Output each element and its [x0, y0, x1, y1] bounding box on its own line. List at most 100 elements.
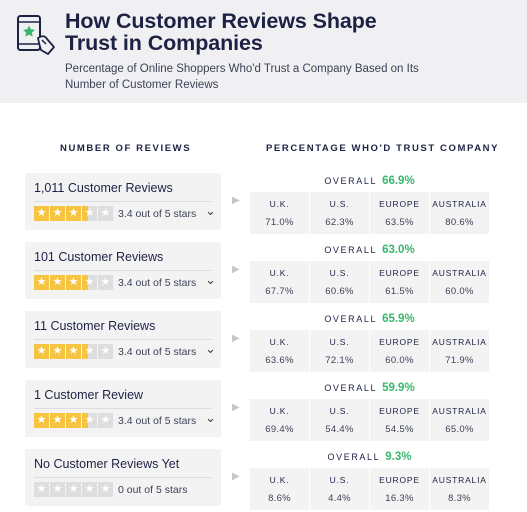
overall-label: OVERALL [324, 382, 378, 393]
country-name: EUROPE [379, 198, 420, 209]
rating-text: 0 out of 5 stars [118, 484, 188, 496]
country-name: U.S. [329, 198, 350, 209]
overall-label: OVERALL [324, 175, 378, 186]
star-icon: ★ [82, 206, 97, 221]
arrow-right-icon: ▶ [232, 471, 240, 482]
country-percentage: 61.5% [385, 285, 414, 297]
country-name: U.S. [329, 405, 350, 416]
chevron-down-icon[interactable]: ⌄ [205, 341, 216, 356]
star-icon: ★ [66, 482, 81, 497]
country-percentage: 54.4% [325, 423, 354, 435]
overall-row: OVERALL 65.9% [250, 310, 489, 326]
star-icon: ★ [50, 413, 65, 428]
star-icon: ★ [34, 413, 49, 428]
country-percentage: 71.0% [265, 216, 294, 228]
star-icon: ★ [82, 275, 97, 290]
overall-row: OVERALL 63.0% [250, 241, 489, 257]
star-rating: ★ ★ ★ ★ ★ [34, 344, 113, 359]
header-banner: How Customer Reviews Shape Trust in Comp… [0, 0, 527, 103]
country-cell: U.S. 72.1% [310, 330, 370, 372]
star-icon: ★ [82, 344, 97, 359]
star-icon: ★ [50, 482, 65, 497]
country-percentage: 63.5% [385, 216, 414, 228]
star-icon: ★ [98, 482, 113, 497]
chevron-down-icon[interactable]: ⌄ [205, 272, 216, 287]
subtitle-line-2: Number of Customer Reviews [65, 79, 219, 91]
country-name: U.K. [269, 267, 290, 278]
review-card: No Customer Reviews Yet ★ ★ ★ ★ ★ 0 out of 5 s… [25, 449, 221, 506]
country-name: U.K. [269, 405, 290, 416]
country-name: AUSTRALIA [432, 267, 487, 278]
country-cell: EUROPE 54.5% [370, 399, 430, 441]
overall-label: OVERALL [324, 244, 378, 255]
star-icon: ★ [98, 413, 113, 428]
country-percentage: 69.4% [265, 423, 294, 435]
arrow-right-icon: ▶ [232, 195, 240, 206]
country-grid: U.K. 67.7% U.S. 60.6% EUROPE 61.5% AUSTRALIA 60… [250, 261, 489, 303]
review-count-label: 1,011 Customer Reviews [34, 181, 173, 195]
rating-text: 3.4 out of 5 stars [118, 415, 197, 427]
star-icon: ★ [82, 413, 97, 428]
country-percentage: 62.3% [325, 216, 354, 228]
overall-value: 66.9% [382, 174, 415, 187]
review-count-label: No Customer Reviews Yet [34, 457, 180, 471]
country-cell: U.K. 63.6% [250, 330, 310, 372]
country-name: U.K. [269, 336, 290, 347]
overall-row: OVERALL 59.9% [250, 379, 489, 395]
country-percentage: 60.0% [385, 354, 414, 366]
review-divider [34, 408, 212, 409]
country-name: U.K. [269, 474, 290, 485]
chevron-down-icon[interactable]: ⌄ [205, 203, 216, 218]
star-icon: ★ [34, 482, 49, 497]
arrow-right-icon: ▶ [232, 333, 240, 344]
star-rating: ★ ★ ★ ★ ★ [34, 275, 113, 290]
country-name: U.S. [329, 267, 350, 278]
star-icon: ★ [50, 206, 65, 221]
subtitle-line-1: Percentage of Online Shoppers Who'd Trus… [65, 63, 419, 75]
star-icon: ★ [50, 275, 65, 290]
country-cell: U.K. 71.0% [250, 192, 310, 234]
arrow-right-icon: ▶ [232, 264, 240, 275]
country-name: U.S. [329, 336, 350, 347]
country-name: AUSTRALIA [432, 405, 487, 416]
country-grid: U.K. 71.0% U.S. 62.3% EUROPE 63.5% AUSTRALIA 80… [250, 192, 489, 234]
country-name: AUSTRALIA [432, 336, 487, 347]
country-cell: U.K. 67.7% [250, 261, 310, 303]
overall-row: OVERALL 9.3% [250, 448, 489, 464]
overall-value: 63.0% [382, 243, 415, 256]
country-percentage: 63.6% [265, 354, 294, 366]
country-cell: U.S. 60.6% [310, 261, 370, 303]
country-percentage: 72.1% [325, 354, 354, 366]
country-cell: EUROPE 16.3% [370, 468, 430, 510]
star-icon: ★ [34, 206, 49, 221]
country-percentage: 60.6% [325, 285, 354, 297]
star-icon: ★ [66, 413, 81, 428]
star-icon: ★ [34, 275, 49, 290]
review-card: 1 Customer Review ★ ★ ★ ★ ★ 3.4 out of 5 stars… [25, 380, 221, 437]
chevron-down-icon[interactable]: ⌄ [205, 410, 216, 425]
review-count-label: 101 Customer Reviews [34, 250, 164, 264]
overall-row: OVERALL 66.9% [250, 172, 489, 188]
country-name: EUROPE [379, 336, 420, 347]
country-name: EUROPE [379, 267, 420, 278]
country-percentage: 16.3% [385, 492, 414, 504]
country-percentage: 80.6% [445, 216, 474, 228]
review-divider [34, 201, 212, 202]
star-icon: ★ [34, 344, 49, 359]
country-name: U.S. [329, 474, 350, 485]
country-cell: AUSTRALIA 60.0% [430, 261, 489, 303]
star-icon: ★ [82, 482, 97, 497]
review-divider [34, 339, 212, 340]
overall-value: 65.9% [382, 312, 415, 325]
star-icon: ★ [50, 344, 65, 359]
review-count-label: 11 Customer Reviews [34, 319, 156, 333]
overall-value: 59.9% [382, 381, 415, 394]
country-percentage: 54.5% [385, 423, 414, 435]
phone-review-icon [17, 15, 55, 55]
rating-text: 3.4 out of 5 stars [118, 277, 197, 289]
country-grid: U.K. 63.6% U.S. 72.1% EUROPE 60.0% AUSTRALIA 71… [250, 330, 489, 372]
star-icon: ★ [66, 344, 81, 359]
title-line-1: How Customer Reviews Shape [65, 9, 377, 33]
review-card: 101 Customer Reviews ★ ★ ★ ★ ★ 3.4 out of 5 st… [25, 242, 221, 299]
country-cell: AUSTRALIA 71.9% [430, 330, 489, 372]
